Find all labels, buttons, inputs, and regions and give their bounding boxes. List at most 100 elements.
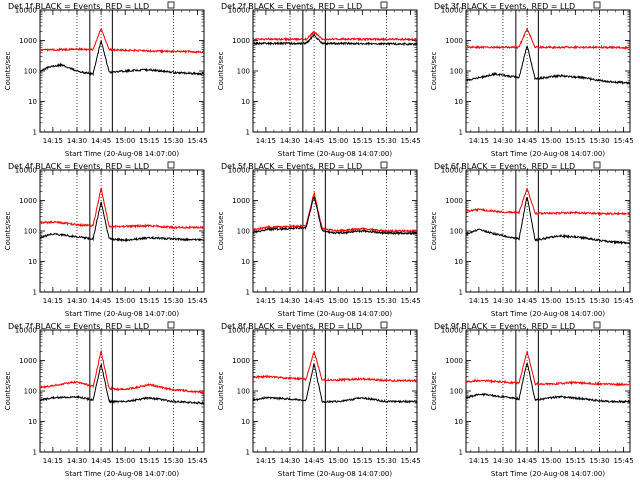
- chart-title: Det 3f BLACK = Events, RED = LLD: [434, 2, 575, 11]
- y-tick-label: 10: [241, 98, 250, 106]
- x-tick-label: 15:15: [565, 137, 585, 145]
- y-tick-label: 10: [454, 98, 463, 106]
- x-tick-label: 15:00: [328, 297, 348, 305]
- x-tick-label: 15:00: [115, 297, 135, 305]
- x-tick-label: 15:45: [613, 457, 633, 465]
- series-line-lld: [39, 187, 205, 230]
- y-axis-label: Counts/sec: [4, 52, 12, 91]
- x-tick-label: 14:45: [304, 297, 324, 305]
- series-line-events: [39, 40, 205, 77]
- y-tick-label: 10: [241, 258, 250, 266]
- x-tick-label: 15:30: [589, 297, 609, 305]
- x-tick-label: 15:00: [115, 137, 135, 145]
- x-axis-label: Start Time (20-Aug-08 14:07:00): [278, 310, 392, 318]
- y-axis-label: Counts/sec: [430, 372, 438, 411]
- y-axis-label: Counts/sec: [430, 52, 438, 91]
- y-tick-label: 100: [237, 68, 250, 76]
- y-tick-label: 10000: [15, 167, 37, 175]
- y-tick-label: 1: [459, 449, 463, 457]
- y-tick-label: 10000: [228, 167, 250, 175]
- x-tick-label: 14:45: [517, 457, 537, 465]
- x-tick-label: 14:15: [469, 137, 489, 145]
- plot-frame: [465, 329, 631, 453]
- chart-panel: Det 2f BLACK = Events, RED = LLD Counts/s…: [213, 0, 426, 160]
- series-line-lld: [39, 27, 205, 55]
- legend-box-icon: [380, 161, 388, 169]
- x-axis-label: Start Time (20-Aug-08 14:07:00): [491, 150, 605, 158]
- y-tick-label: 100: [24, 388, 37, 396]
- legend-box-icon: [380, 321, 388, 329]
- x-tick-label: 14:30: [67, 137, 87, 145]
- plot-frame: [252, 329, 418, 453]
- x-tick-label: 15:30: [163, 457, 183, 465]
- y-tick-label: 10: [454, 258, 463, 266]
- legend-box-icon: [593, 1, 601, 9]
- legend-box-icon: [380, 1, 388, 9]
- x-axis-label: Start Time (20-Aug-08 14:07:00): [278, 470, 392, 478]
- legend-box-icon: [167, 1, 175, 9]
- chart-panel: Det 5f BLACK = Events, RED = LLD Counts/s…: [213, 160, 426, 320]
- chart-title: Det 8f BLACK = Events, RED = LLD: [221, 322, 362, 331]
- x-tick-label: 14:15: [256, 137, 276, 145]
- series-line-events: [252, 363, 418, 405]
- x-tick-label: 15:45: [400, 297, 420, 305]
- y-tick-label: 10: [28, 258, 37, 266]
- x-tick-label: 15:45: [187, 457, 207, 465]
- chart-title: Det 4f BLACK = Events, RED = LLD: [8, 162, 149, 171]
- x-tick-label: 14:15: [256, 457, 276, 465]
- legend-box-icon: [593, 321, 601, 329]
- chart-panel: Det 8f BLACK = Events, RED = LLD Counts/s…: [213, 320, 426, 480]
- series-line-events: [39, 201, 205, 243]
- y-tick-label: 1: [33, 289, 37, 297]
- legend-box-icon: [593, 161, 601, 169]
- y-tick-label: 1000: [19, 357, 37, 365]
- chart-title: Det 6f BLACK = Events, RED = LLD: [434, 162, 575, 171]
- y-tick-label: 1: [33, 129, 37, 137]
- y-tick-label: 1000: [445, 197, 463, 205]
- x-tick-label: 15:15: [352, 457, 372, 465]
- x-tick-label: 15:15: [139, 137, 159, 145]
- x-tick-label: 15:45: [187, 137, 207, 145]
- y-tick-label: 1000: [445, 357, 463, 365]
- y-axis-label: Counts/sec: [430, 212, 438, 251]
- y-tick-label: 10000: [441, 7, 463, 15]
- series-line-events: [252, 33, 418, 47]
- x-tick-label: 14:45: [91, 137, 111, 145]
- chart-title: Det 1f BLACK = Events, RED = LLD: [8, 2, 149, 11]
- chart-svg: Det 6f BLACK = Events, RED = LLD Counts/s…: [430, 161, 634, 318]
- x-tick-label: 15:15: [565, 297, 585, 305]
- x-tick-label: 14:30: [280, 137, 300, 145]
- x-tick-label: 14:15: [256, 297, 276, 305]
- y-tick-label: 10000: [15, 7, 37, 15]
- y-tick-label: 1000: [232, 37, 250, 45]
- chart-panel: Det 6f BLACK = Events, RED = LLD Counts/s…: [426, 160, 639, 320]
- x-tick-label: 15:15: [565, 457, 585, 465]
- y-tick-label: 100: [450, 228, 463, 236]
- x-tick-label: 15:45: [187, 297, 207, 305]
- x-tick-label: 15:45: [613, 137, 633, 145]
- y-axis-label: Counts/sec: [217, 372, 225, 411]
- series-line-events: [465, 362, 631, 404]
- x-tick-label: 14:15: [469, 457, 489, 465]
- x-tick-label: 14:30: [493, 297, 513, 305]
- series-line-events: [465, 45, 631, 86]
- x-tick-label: 15:00: [328, 137, 348, 145]
- series-line-lld: [252, 30, 418, 42]
- chart-svg: Det 2f BLACK = Events, RED = LLD Counts/s…: [217, 1, 421, 158]
- x-axis-label: Start Time (20-Aug-08 14:07:00): [65, 470, 179, 478]
- legend-box-icon: [167, 321, 175, 329]
- x-tick-label: 15:45: [400, 137, 420, 145]
- x-tick-label: 15:00: [541, 137, 561, 145]
- plot-frame: [465, 169, 631, 293]
- y-tick-label: 1: [246, 129, 250, 137]
- chart-title: Det 5f BLACK = Events, RED = LLD: [221, 162, 362, 171]
- y-tick-label: 10: [454, 418, 463, 426]
- x-axis-label: Start Time (20-Aug-08 14:07:00): [278, 150, 392, 158]
- y-tick-label: 1: [246, 449, 250, 457]
- chart-svg: Det 9f BLACK = Events, RED = LLD Counts/s…: [430, 321, 634, 478]
- y-tick-label: 1000: [19, 37, 37, 45]
- plot-frame: [252, 9, 418, 133]
- plot-frame: [39, 329, 205, 453]
- x-tick-label: 15:15: [352, 137, 372, 145]
- x-tick-label: 14:45: [517, 297, 537, 305]
